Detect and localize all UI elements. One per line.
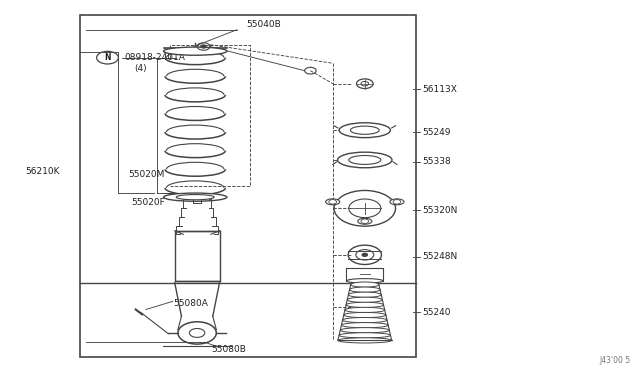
Ellipse shape — [348, 292, 381, 297]
Ellipse shape — [164, 47, 227, 55]
Ellipse shape — [346, 279, 383, 283]
Ellipse shape — [345, 307, 385, 312]
Text: (4): (4) — [134, 64, 147, 73]
Ellipse shape — [340, 328, 389, 333]
Text: 55240: 55240 — [422, 308, 451, 317]
Ellipse shape — [339, 123, 390, 138]
Ellipse shape — [348, 297, 382, 302]
Text: J43'00 5: J43'00 5 — [599, 356, 630, 365]
Bar — [80, 15, 416, 357]
Ellipse shape — [339, 333, 390, 338]
Ellipse shape — [176, 195, 214, 200]
Circle shape — [362, 253, 367, 256]
Ellipse shape — [326, 199, 340, 205]
Ellipse shape — [344, 312, 386, 318]
Text: 55320N: 55320N — [422, 206, 458, 215]
Ellipse shape — [349, 155, 381, 164]
Text: 55040B: 55040B — [246, 20, 281, 29]
Text: 55338: 55338 — [422, 157, 451, 166]
Ellipse shape — [164, 193, 227, 201]
Text: 55020M: 55020M — [128, 170, 164, 179]
Text: 55248N: 55248N — [422, 252, 458, 261]
Text: 55249: 55249 — [422, 128, 451, 137]
Ellipse shape — [341, 323, 388, 328]
Ellipse shape — [346, 302, 383, 308]
Bar — [175, 231, 220, 281]
Ellipse shape — [349, 287, 380, 292]
Ellipse shape — [351, 126, 379, 134]
Ellipse shape — [390, 199, 404, 205]
Ellipse shape — [358, 218, 372, 224]
Text: 08918-2401A: 08918-2401A — [125, 53, 186, 62]
Ellipse shape — [351, 282, 379, 287]
Text: 56113X: 56113X — [422, 85, 457, 94]
Text: N: N — [104, 53, 111, 62]
Text: 55080A: 55080A — [173, 299, 207, 308]
Ellipse shape — [338, 338, 392, 343]
Text: 55020F: 55020F — [131, 198, 165, 207]
Text: 55080B: 55080B — [211, 345, 246, 354]
Circle shape — [201, 45, 206, 48]
Ellipse shape — [342, 317, 387, 323]
Text: 56210K: 56210K — [26, 167, 60, 176]
Ellipse shape — [338, 152, 392, 168]
